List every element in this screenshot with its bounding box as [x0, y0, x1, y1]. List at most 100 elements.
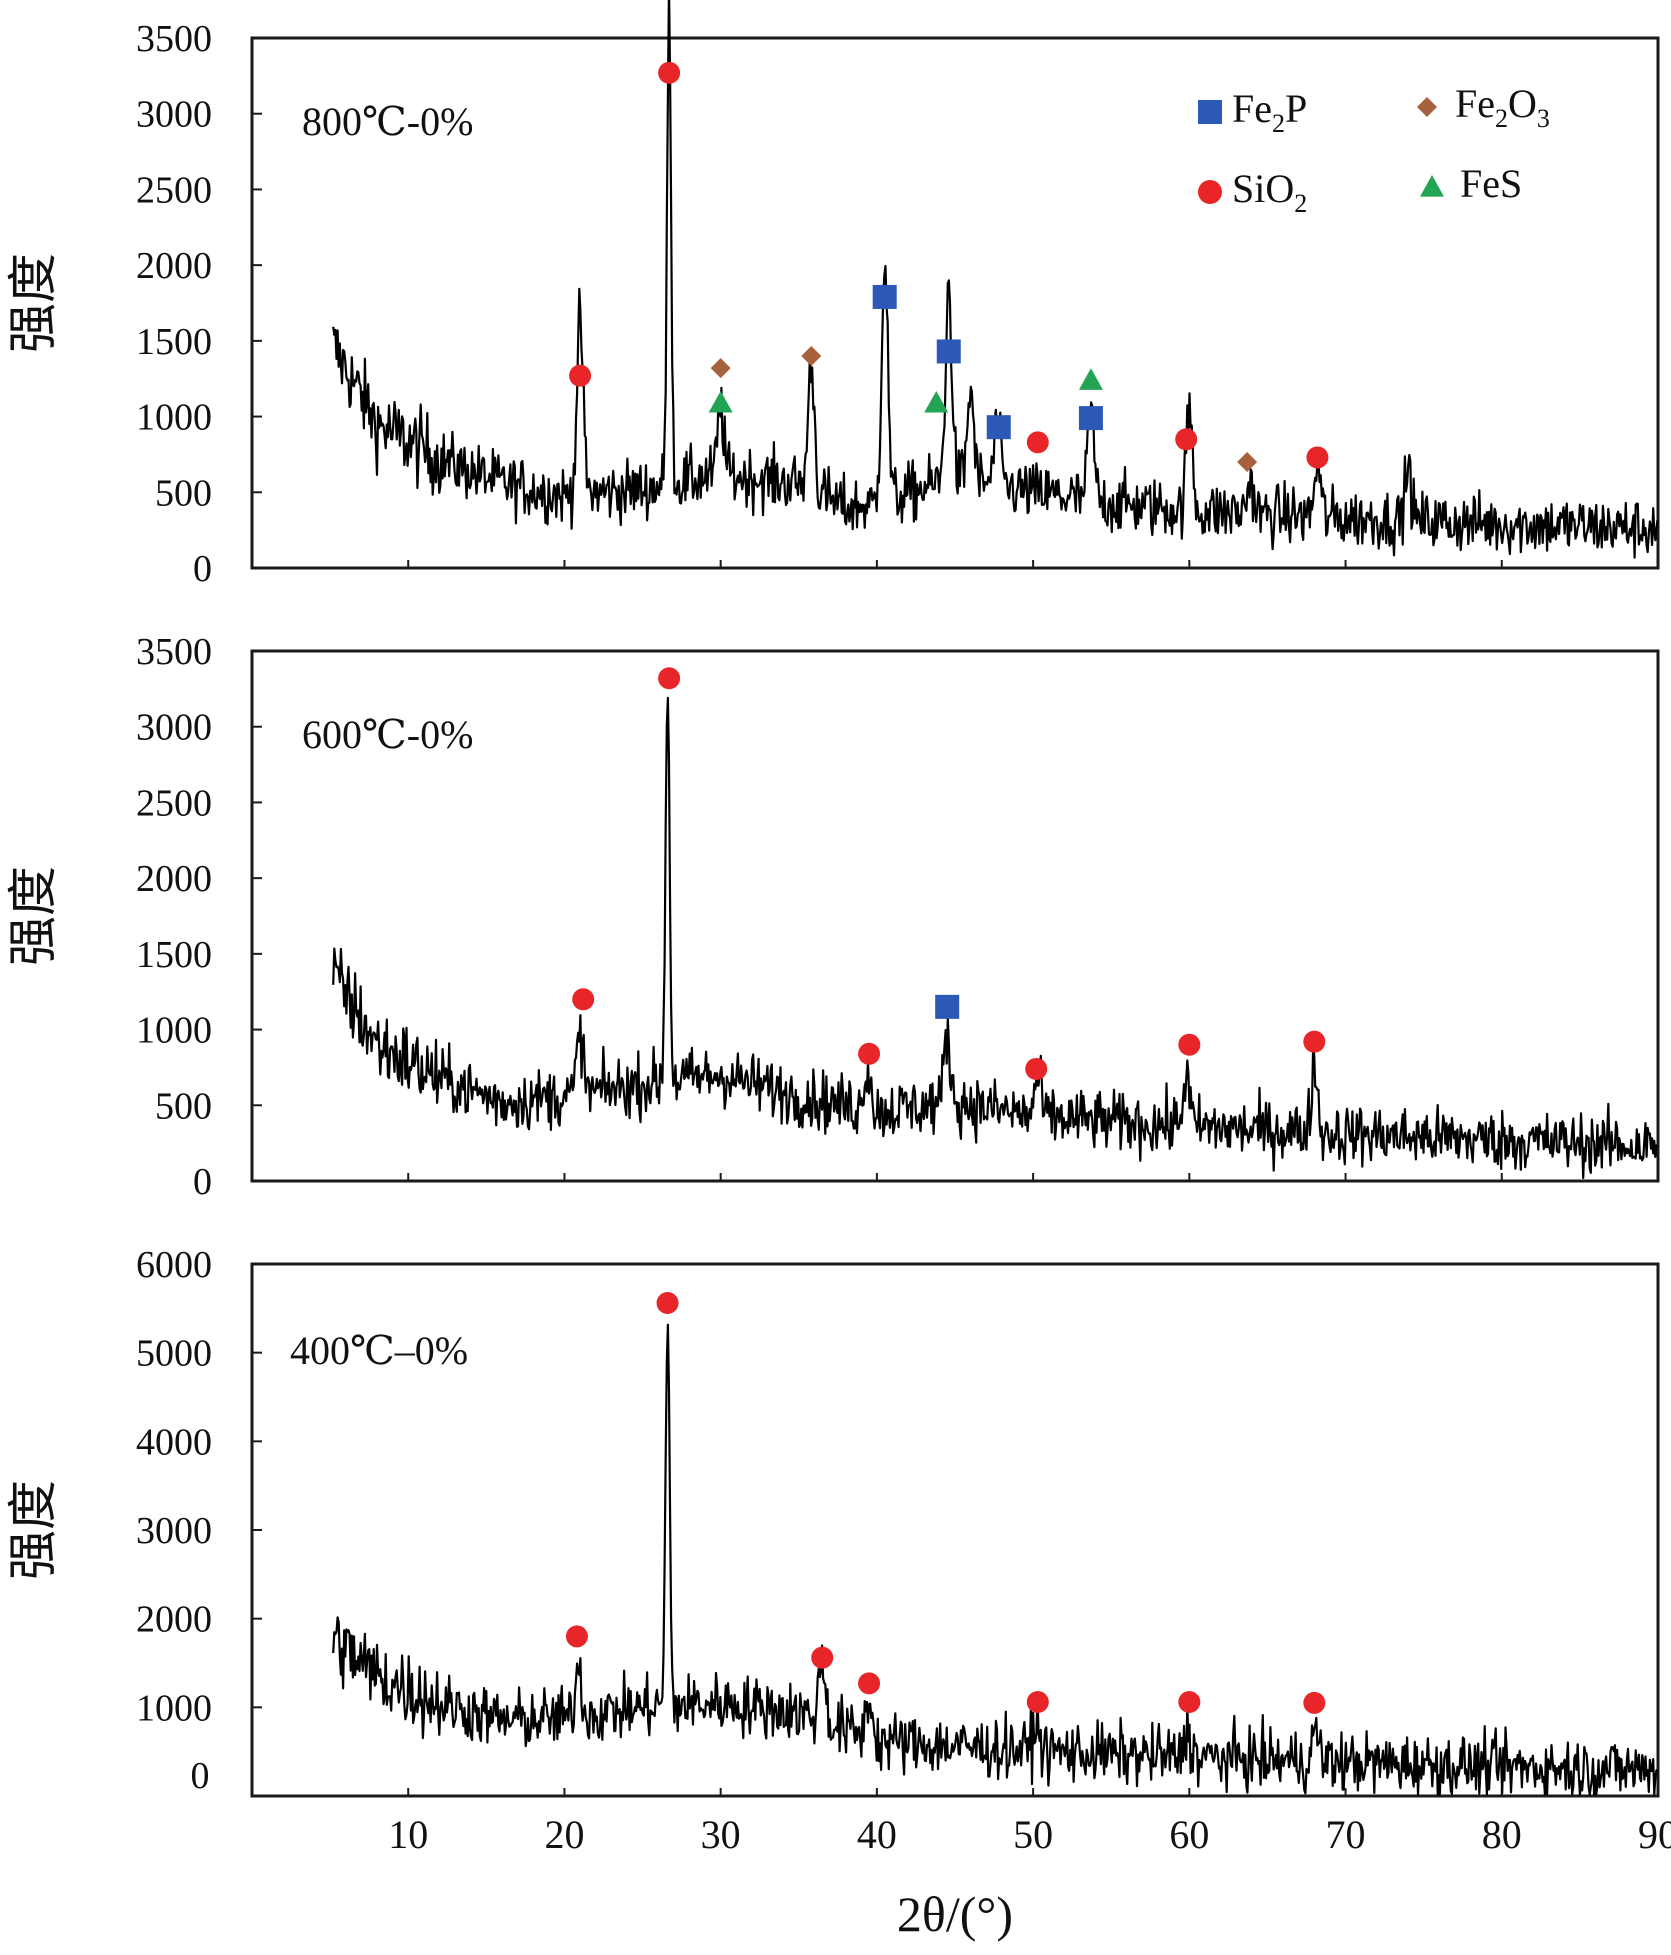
legend-text: Fe	[1232, 86, 1272, 131]
y-tick-label: 1500	[136, 321, 212, 363]
legend-text: O	[1508, 81, 1537, 126]
marker-sio2	[811, 1646, 834, 1669]
legend-subscript: 2	[1495, 104, 1508, 133]
y-tick-label: 1000	[136, 1010, 212, 1052]
square-icon	[1198, 100, 1222, 124]
x-tick-label: 10	[388, 1812, 428, 1857]
y-tick-label: 2500	[136, 782, 212, 824]
marker-fes	[708, 390, 733, 413]
y-tick-label: 1000	[136, 1687, 212, 1729]
xrd-trace-line	[332, 0, 1659, 559]
marker-sio2	[1178, 1691, 1201, 1714]
panel-title: 600℃-0%	[302, 712, 473, 757]
marker-fe2p	[872, 284, 897, 309]
y-tick-label: 2000	[136, 245, 212, 287]
marker-fe2p	[1078, 406, 1103, 431]
x-tick-label: 20	[544, 1812, 584, 1857]
marker-sio2	[572, 988, 595, 1011]
marker-fe2o3	[801, 346, 822, 366]
y-tick-label: 6000	[136, 1244, 212, 1286]
marker-sio2	[858, 1672, 881, 1695]
marker-fe2p	[986, 415, 1011, 440]
x-tick-label: 30	[701, 1812, 741, 1857]
y-axis-label: 强度	[4, 1480, 62, 1580]
y-tick-label: 2500	[136, 169, 212, 211]
y-tick-label: 0	[193, 1161, 212, 1203]
xrd-panel-1: 0 500 1000 1500 2000 2500 3000 3500 强度 800℃-0%	[4, 0, 1660, 590]
xrd-panel-3: 1000 2000 3000 4000 5000 6000 强度 400℃–0% 10 20 30 4…	[4, 1244, 1671, 1942]
x-tick-label: 90	[1638, 1812, 1671, 1857]
marker-sio2	[1306, 446, 1329, 469]
y-tick-label: 500	[155, 1085, 212, 1127]
marker-fe2o3	[710, 358, 731, 379]
marker-sio2	[1303, 1030, 1326, 1053]
y-tick-label: 1500	[136, 934, 212, 976]
legend-label: Fe2O3	[1455, 81, 1550, 133]
marker-sio2	[658, 667, 681, 690]
legend-text: P	[1285, 86, 1307, 131]
legend-label: FeS	[1460, 161, 1522, 206]
marker-sio2	[1026, 431, 1049, 454]
marker-sio2	[1025, 1057, 1048, 1080]
marker-fe2o3	[1237, 452, 1258, 472]
x-tick-label: 50	[1013, 1812, 1053, 1857]
y-tick-label: 3500	[136, 631, 212, 673]
legend-text: Fe	[1455, 81, 1495, 126]
y-origin-label: 0	[191, 1755, 210, 1797]
marker-sio2	[569, 364, 592, 387]
marker-sio2	[1026, 1691, 1049, 1714]
plot-frame	[250, 36, 1660, 570]
y-tick-label: 3000	[136, 1510, 212, 1552]
y-tick-label: 3000	[136, 707, 212, 749]
x-axis-label: 2θ/(°)	[897, 1886, 1013, 1942]
marker-fe2p	[936, 339, 961, 364]
y-tick-label: 1000	[136, 397, 212, 439]
legend-label: SiO2	[1232, 166, 1307, 218]
legend-item-fe2p: Fe2P	[1198, 86, 1307, 138]
y-tick-label: 500	[155, 472, 212, 514]
panel-title: 800℃-0%	[302, 99, 473, 144]
y-axis-label: 强度	[4, 253, 62, 353]
xrd-trace-line	[332, 1323, 1659, 1796]
y-tick-label: 3000	[136, 94, 212, 136]
x-tick-label: 60	[1169, 1812, 1209, 1857]
marker-sio2	[1178, 1033, 1201, 1056]
marker-sio2	[858, 1042, 881, 1065]
legend-item-sio2: SiO2	[1198, 166, 1307, 218]
y-tick-label: 4000	[136, 1421, 212, 1463]
legend-subscript: 2	[1272, 109, 1285, 138]
triangle-icon	[1420, 175, 1444, 197]
marker-sio2	[656, 1292, 679, 1315]
y-tick-label: 5000	[136, 1333, 212, 1375]
diamond-icon	[1417, 97, 1437, 117]
y-axis-label: 强度	[4, 866, 62, 966]
x-tick-label: 40	[857, 1812, 897, 1857]
marker-sio2	[1303, 1691, 1326, 1714]
plot-frame	[250, 649, 1660, 1183]
marker-fe2p	[935, 994, 960, 1019]
y-tick-label: 3500	[136, 18, 212, 60]
y-tick-label: 2000	[136, 1599, 212, 1641]
x-tick-label: 80	[1482, 1812, 1522, 1857]
y-tick-label: 2000	[136, 858, 212, 900]
legend-item-fe2o3: Fe2O3	[1417, 81, 1550, 133]
xrd-panel-2: 0 500 1000 1500 2000 2500 3000 3500 强度 600℃-0%	[4, 631, 1660, 1203]
marker-sio2	[658, 61, 681, 84]
marker-fes	[1078, 368, 1103, 390]
legend-text: FeS	[1460, 161, 1522, 206]
xrd-trace-line	[332, 696, 1659, 1180]
x-tick-label: 70	[1326, 1812, 1366, 1857]
y-tick-label: 0	[193, 548, 212, 590]
circle-icon	[1198, 180, 1222, 204]
legend-subscript: 3	[1537, 104, 1550, 133]
panel-title: 400℃–0%	[290, 1328, 468, 1373]
legend-item-fes: FeS	[1420, 161, 1522, 206]
legend-text: SiO	[1232, 166, 1294, 211]
legend-subscript: 2	[1294, 189, 1307, 218]
marker-fes	[924, 390, 949, 413]
legend-label: Fe2P	[1232, 86, 1307, 138]
marker-sio2	[565, 1625, 588, 1648]
marker-sio2	[1175, 428, 1198, 451]
